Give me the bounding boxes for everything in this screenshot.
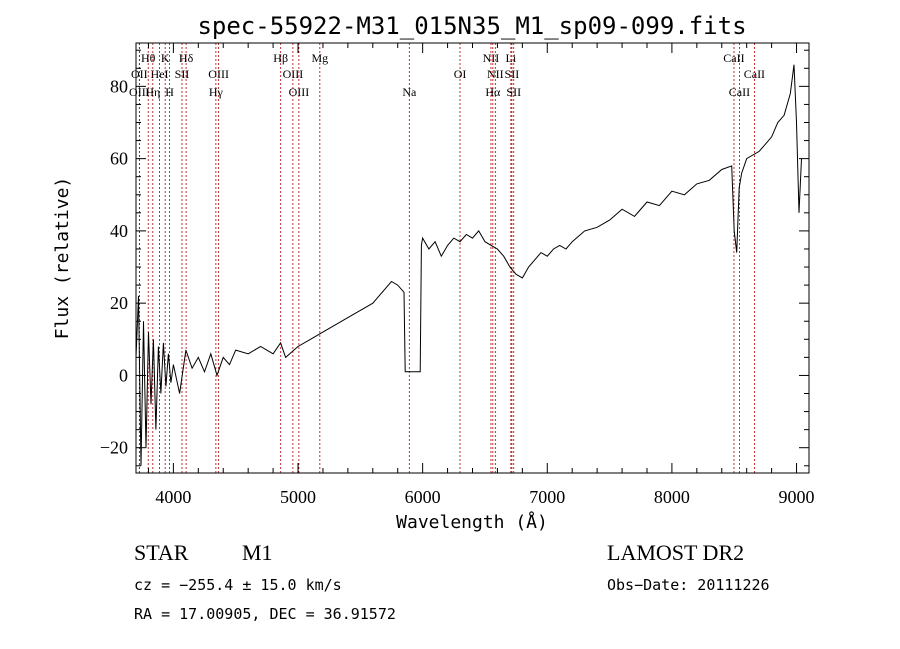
spectral-line-label: SII <box>506 85 521 99</box>
spectral-line-label: Hα <box>485 85 501 99</box>
spectral-line-label: Mg <box>311 51 328 65</box>
spectral-line-label: Na <box>402 85 417 99</box>
spectral-line-label: OIII <box>289 85 310 99</box>
spectral-line-label: K <box>161 51 170 65</box>
y-tick-label: 0 <box>119 365 128 385</box>
y-tick-label: 80 <box>110 76 128 96</box>
chart-title: spec-55922-M31_015N35_M1_sp09-099.fits <box>197 12 746 40</box>
spectral-line-label: Hβ <box>273 51 288 65</box>
spectral-line-label: Hγ <box>209 85 224 99</box>
object-subclass: M1 <box>242 540 273 565</box>
spectral-line-markers: HθOIIOIIIKHeIHηHδSIIHOIIIHγHβOIIIOIIIMgN… <box>129 43 765 473</box>
spectral-line-label: Hδ <box>179 51 194 65</box>
spectral-line-label: OIII <box>283 67 304 81</box>
x-tick-label: 6000 <box>405 487 441 507</box>
spectral-line-label: SII <box>505 67 520 81</box>
spectral-line-label: H <box>165 85 174 99</box>
x-tick-label: 9000 <box>779 487 815 507</box>
x-axis-label: Wavelength (Å) <box>396 511 548 533</box>
coordinates: RA = 17.00905, DEC = 36.91572 <box>134 605 396 623</box>
spectral-line-label: CaII <box>723 51 744 65</box>
spectral-line-label: NII <box>483 51 500 65</box>
x-tick-label: 5000 <box>280 487 316 507</box>
spectrum-series <box>135 64 802 466</box>
survey-name: LAMOST DR2 <box>607 540 744 565</box>
object-class: STAR <box>134 540 189 565</box>
plot-frame <box>135 42 810 474</box>
spectral-line-label: HeI <box>151 67 169 81</box>
axis-ticks: 4000 5000 6000 7000 8000 9000 −20 0 20 40 60 80 <box>100 43 815 507</box>
y-tick-label: 20 <box>110 293 128 313</box>
spectral-line-label: SII <box>175 67 190 81</box>
x-tick-label: 7000 <box>529 487 565 507</box>
observation-date: Obs−Date: 20111226 <box>607 576 770 594</box>
y-tick-label: −20 <box>100 438 128 458</box>
spectral-line-label: OII <box>131 67 148 81</box>
spectral-line-label: CaII <box>744 67 765 81</box>
x-tick-label: 8000 <box>654 487 690 507</box>
y-tick-label: 60 <box>110 149 128 169</box>
spectral-line-label: Hη <box>145 85 160 99</box>
y-tick-label: 40 <box>110 221 128 241</box>
spectrum-line <box>135 64 802 466</box>
redshift-velocity: cz = −255.4 ± 15.0 km/s <box>134 576 342 594</box>
spectral-line-label: OIII <box>208 67 229 81</box>
spectral-line-label: OI <box>454 67 467 81</box>
spectral-line-label: NII <box>487 67 504 81</box>
x-tick-label: 4000 <box>155 487 191 507</box>
y-axis-label: Flux (relative) <box>52 177 73 340</box>
spectral-line-label: Hθ <box>141 51 156 65</box>
spectral-line-label: Li <box>506 51 517 65</box>
spectral-line-label: CaII <box>729 85 750 99</box>
spectral-line-label: OIII <box>129 85 150 99</box>
